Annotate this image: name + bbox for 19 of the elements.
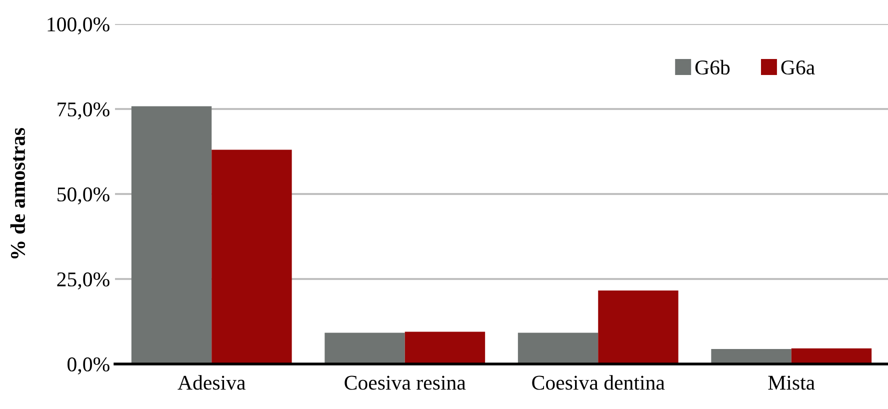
bar [518, 332, 598, 364]
bar [598, 290, 678, 364]
y-axis-title: % de amostras [10, 128, 26, 258]
y-tick-label: 25,0% [57, 272, 110, 290]
bar [711, 349, 792, 364]
x-tick-label: Coesiva dentina [532, 375, 665, 390]
bar [324, 332, 405, 364]
bar [131, 106, 212, 364]
y-tick-label: 75,0% [58, 102, 110, 120]
legend-label: G6b [695, 60, 730, 75]
x-tick-label: Mista [768, 376, 815, 390]
legend-label: G6a [781, 60, 815, 75]
y-tick-label: 50,0% [58, 187, 110, 204]
bar [212, 150, 292, 364]
x-tick-label: Coesiva resina [344, 376, 466, 390]
x-tick-label: Adesiva [178, 375, 246, 390]
y-tick-label: 0,0% [68, 357, 110, 374]
y-tick-label: 100,0% [48, 17, 110, 34]
bar [404, 332, 486, 364]
